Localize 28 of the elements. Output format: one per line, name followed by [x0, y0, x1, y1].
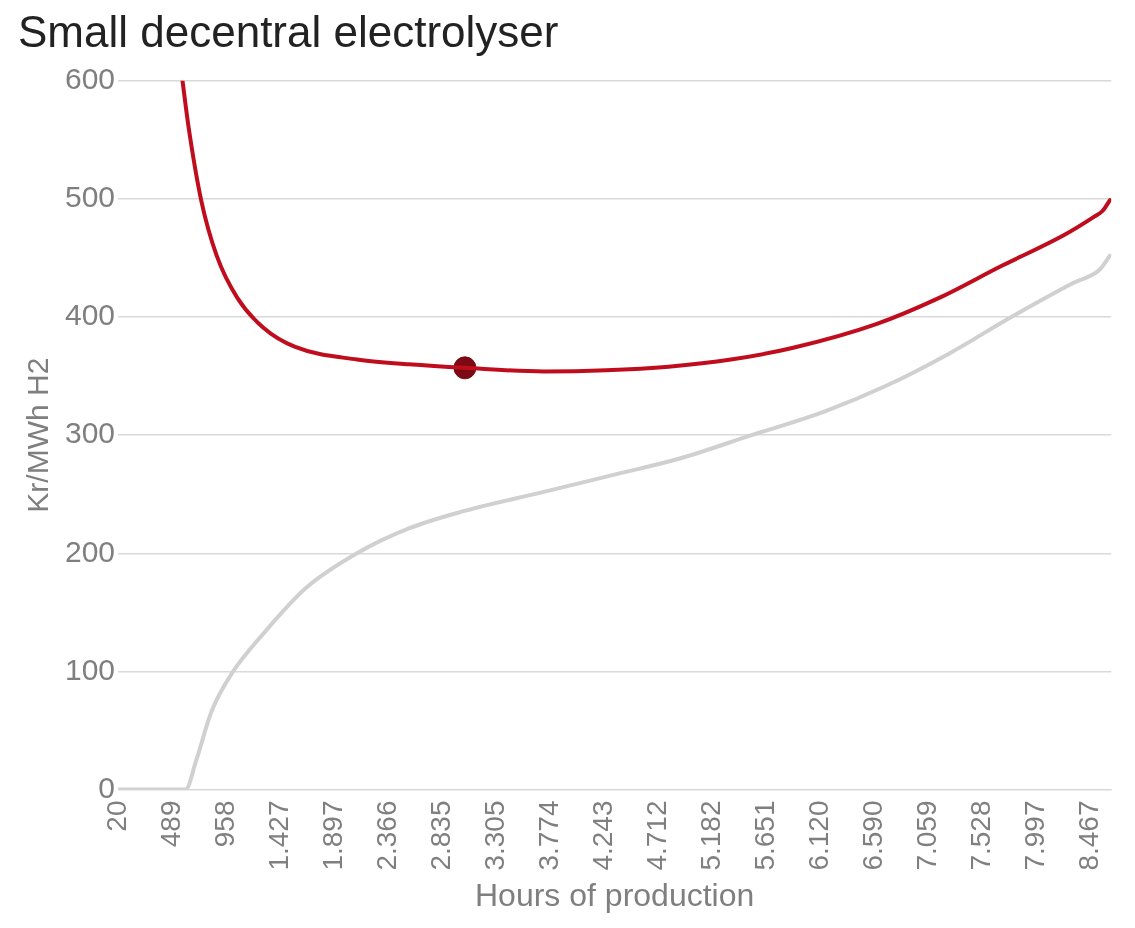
x-tick-label: 4.712	[640, 800, 672, 871]
chart-title: Small decentral electrolyser	[18, 6, 559, 56]
x-tick-label: 6.590	[856, 800, 888, 871]
y-tick-label: 100	[64, 652, 116, 686]
x-axis-title: Hours of production	[475, 876, 755, 913]
y-tick-label: 400	[64, 298, 116, 332]
y-tick-label: 200	[64, 534, 116, 568]
x-tick-label: 7.059	[910, 800, 942, 871]
x-tick-label: 3.774	[532, 800, 564, 871]
y-tick-label: 600	[64, 62, 116, 96]
x-tick-label: 7.997	[1018, 800, 1050, 871]
x-tick-label: 958	[208, 800, 240, 848]
x-tick-label: 6.120	[802, 800, 834, 871]
line-series	[118, 253, 1112, 790]
x-tick-label: 1.427	[262, 800, 294, 871]
y-axis-title: Kr/MWh H2	[21, 357, 55, 513]
x-tick-label: 5.651	[748, 800, 780, 871]
x-tick-label: 7.528	[964, 800, 996, 871]
x-tick-label: 2.366	[370, 800, 402, 871]
x-tick-label: 1.897	[316, 800, 348, 871]
x-tick-label: 2.835	[424, 800, 456, 871]
x-tick-label: 489	[154, 800, 186, 848]
y-tick-label: 300	[64, 416, 116, 450]
y-tick-label: 500	[64, 180, 116, 214]
x-tick-label: 8.467	[1072, 800, 1104, 871]
x-tick-label: 4.243	[586, 800, 618, 871]
x-tick-label: 5.182	[694, 800, 726, 871]
x-tick-label: 3.305	[478, 800, 510, 871]
